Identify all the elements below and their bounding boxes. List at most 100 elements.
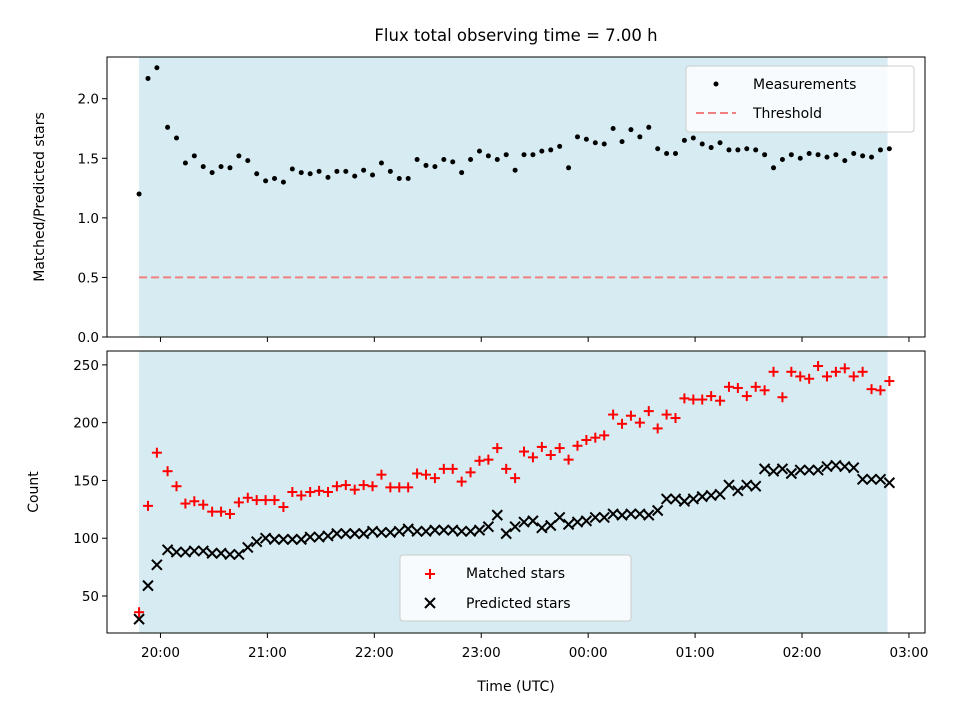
ratio-y-ticks: 0.0 0.5 1.0 1.5 2.0 <box>78 92 107 346</box>
matched-stars-point <box>536 441 547 452</box>
matched-stars-point <box>394 482 405 493</box>
predicted-stars-point <box>545 519 557 532</box>
measurement-point <box>378 160 384 166</box>
predicted-stars-point <box>705 489 717 502</box>
predicted-stars-point <box>634 508 646 520</box>
count-x-tick-label: 02:00 <box>783 645 822 661</box>
matched-stars-point <box>652 423 663 434</box>
count-x-tick-label: 01:00 <box>676 645 715 661</box>
measurement-point <box>154 65 160 71</box>
matched-stars-point <box>875 385 886 396</box>
measurement-point <box>886 146 892 152</box>
matched-stars-point <box>643 406 654 417</box>
predicted-stars-legend-marker <box>424 597 436 609</box>
threshold-legend-label: Threshold <box>752 106 822 122</box>
predicted-stars-point <box>295 533 307 546</box>
measurement-point <box>316 168 322 174</box>
predicted-stars-legend-glyph <box>424 597 436 609</box>
matched-stars-point <box>314 485 325 496</box>
measurement-point <box>699 141 705 147</box>
measurement-point <box>530 152 536 158</box>
predicted-stars-point <box>874 473 887 485</box>
measurement-point <box>637 134 643 140</box>
measurement-point <box>343 168 349 174</box>
predicted-stars-point <box>366 525 379 538</box>
predicted-stars-point <box>732 485 744 497</box>
measurement-point <box>655 146 661 152</box>
measurement-point <box>601 141 607 147</box>
ratio-y-tick-label: 1.0 <box>78 211 99 227</box>
predicted-stars-point <box>643 509 655 521</box>
count-y-ticks: 50 100 150 200 250 <box>73 358 107 605</box>
matched-stars-point <box>151 447 162 458</box>
matched-stars-point <box>715 395 726 406</box>
measurement-point <box>298 170 304 176</box>
matched-stars-point <box>322 487 333 497</box>
count-y-tick-label: 200 <box>73 416 99 432</box>
predicted-stars-point <box>313 531 325 543</box>
predicted-stars-point <box>250 535 263 548</box>
measurement-point <box>762 152 768 158</box>
matched-stars-point <box>741 391 752 402</box>
predicted-stars-point <box>215 547 227 559</box>
predicted-stars-point <box>455 525 468 538</box>
predicted-stars-point <box>839 460 851 473</box>
measurements-legend-label: Measurements <box>753 77 856 93</box>
matched-stars-point <box>474 455 485 466</box>
matched-stars-point <box>795 371 806 382</box>
measurement-point <box>423 162 429 168</box>
measurement-point <box>218 164 224 170</box>
matched-stars-point <box>759 385 770 396</box>
predicted-stars-point <box>678 495 691 507</box>
predicted-stars-point <box>151 559 163 571</box>
predicted-stars-point <box>509 520 521 533</box>
matched-stars-point <box>296 490 307 501</box>
matched-stars-point <box>679 393 690 404</box>
matched-stars-point <box>403 482 414 493</box>
measurement-point <box>815 152 821 158</box>
matched-stars-point <box>519 446 530 457</box>
measurement-point <box>744 146 750 152</box>
predicted-stars-point <box>812 464 824 476</box>
matched-stars-point <box>670 413 681 424</box>
measurement-point <box>200 164 206 170</box>
predicted-stars-point <box>233 548 245 561</box>
matched-stars-point <box>483 454 494 465</box>
measurement-point <box>361 167 367 173</box>
measurement-point <box>690 135 696 141</box>
matched-stars-point <box>527 452 538 463</box>
predicted-stars-point <box>179 546 192 558</box>
predicted-stars-point <box>375 526 388 539</box>
count-legend: Matched stars Predicted stars <box>399 554 632 622</box>
matched-stars-point <box>367 481 378 492</box>
measurement-point <box>468 156 474 162</box>
measurement-point <box>521 152 527 158</box>
matched-stars-point <box>287 487 298 497</box>
matched-stars-point <box>224 508 235 519</box>
measurement-point <box>182 160 188 166</box>
matched-stars-point <box>804 373 815 384</box>
measurement-point <box>664 151 670 157</box>
matched-stars-point <box>278 502 289 513</box>
predicted-stars-point <box>571 516 584 528</box>
predicted-stars-point <box>161 544 174 556</box>
measurement-point <box>806 151 812 157</box>
predicted-stars-point <box>500 527 512 540</box>
matched-stars-point <box>706 391 717 402</box>
measurement-point <box>574 134 580 140</box>
matched-stars-point <box>572 440 583 451</box>
ratio-y-tick-label: 0.5 <box>78 270 99 286</box>
matched-stars-legend-label: Matched stars <box>466 566 565 582</box>
matched-stars-point <box>697 394 708 405</box>
matched-stars-point <box>590 432 601 443</box>
measurement-point <box>370 172 376 178</box>
predicted-stars-point <box>242 541 254 554</box>
measurement-points <box>136 65 892 197</box>
measurement-point <box>263 178 269 184</box>
measurement-point <box>387 168 393 174</box>
predicted-stars-point <box>687 493 700 505</box>
predicted-stars-point <box>322 530 334 542</box>
chart-title: Flux total observing time = 7.00 h <box>374 26 657 45</box>
count-x-ticks: 20:00 21:00 22:00 23:00 00:00 01:00 02:00 03:00 <box>141 633 928 661</box>
matched-stars-point <box>198 499 209 510</box>
